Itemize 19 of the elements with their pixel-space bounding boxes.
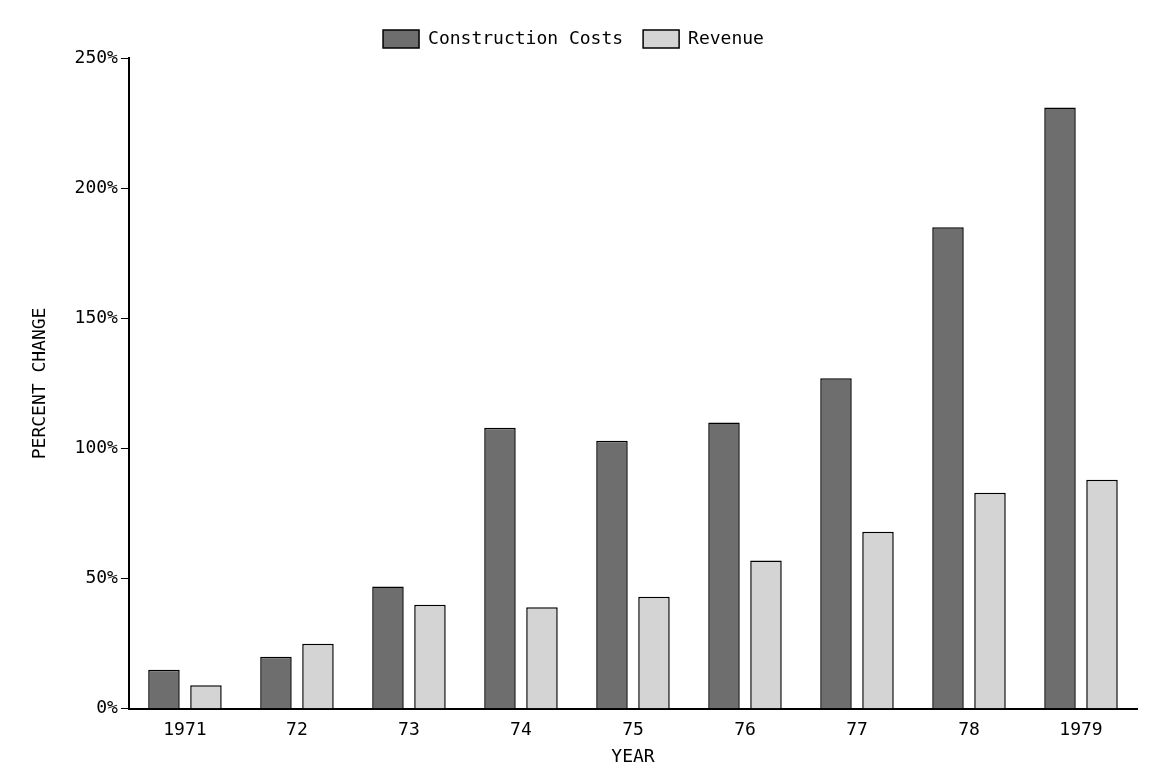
x-tick-label: 73: [398, 718, 420, 740]
x-tick-label: 74: [510, 718, 532, 740]
y-tick-label: 0%: [96, 696, 119, 718]
x-tick-label: 77: [846, 718, 868, 740]
legend-label: Revenue: [688, 26, 764, 48]
legend-label: Construction Costs: [428, 26, 624, 48]
y-tick-label: 50%: [85, 566, 119, 588]
x-tick-label: 76: [734, 718, 756, 740]
y-axis-title: PERCENT CHANGE: [28, 307, 50, 460]
x-axis-title: YEAR: [611, 744, 655, 766]
y-tick-label: 100%: [74, 436, 119, 458]
x-tick-label: 75: [622, 718, 644, 740]
x-tick-label: 1979: [1059, 718, 1103, 740]
x-tick-label: 78: [958, 718, 980, 740]
x-tick-label: 72: [286, 718, 308, 740]
y-tick-label: 150%: [74, 305, 119, 327]
y-tick-label: 200%: [74, 175, 119, 197]
x-tick-label: 1971: [163, 718, 207, 740]
y-tick-label: 250%: [74, 45, 119, 67]
